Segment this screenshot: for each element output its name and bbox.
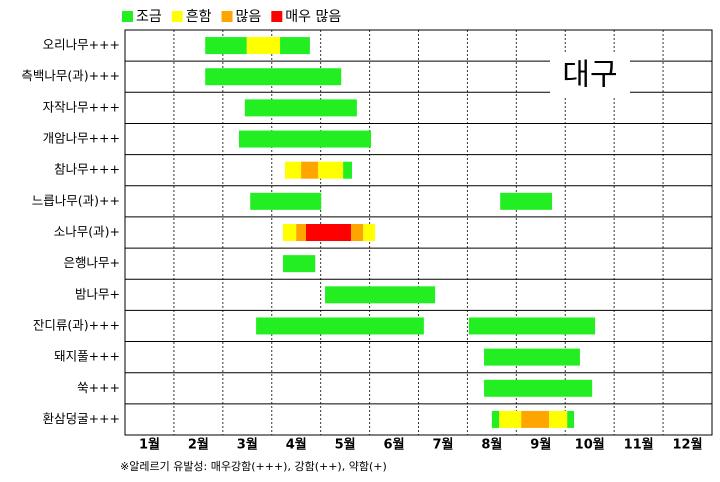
- legend-swatch: [221, 11, 233, 22]
- row-label: 밤나무+: [75, 286, 120, 301]
- bar-segment: [549, 410, 568, 428]
- bar-segment: [343, 161, 352, 179]
- plot-frame: [124, 29, 713, 436]
- bar-segment: [205, 68, 342, 86]
- bar-segment: [484, 348, 580, 366]
- footnote: ※알레르기 유발성: 매우강함(+++), 강함(++), 약함(+): [120, 459, 387, 473]
- x-tick-label: 11월: [624, 437, 654, 453]
- bar-segment: [468, 317, 596, 335]
- bar-segment: [256, 317, 424, 335]
- bar-segment: [499, 410, 522, 428]
- bar-segment: [350, 224, 364, 241]
- row-label: 잔디류(과)+++: [33, 317, 120, 332]
- x-tick-label: 3월: [237, 437, 258, 453]
- bar-segment: [246, 37, 281, 55]
- x-tick-label: 5월: [335, 437, 356, 453]
- x-tick-label: 10월: [575, 437, 605, 453]
- x-tick-label: 12월: [673, 437, 703, 453]
- x-tick-label: 8월: [481, 437, 502, 453]
- row-label: 참나무+++: [54, 162, 120, 177]
- row-label: 느릅나무(과)++: [32, 193, 120, 208]
- bar-segment: [484, 379, 593, 397]
- bar-segment: [250, 192, 322, 210]
- row-label: 소나무(과)+: [54, 224, 120, 239]
- bar-segment: [325, 286, 436, 304]
- bar-segment: [205, 37, 247, 55]
- bar-segment: [280, 37, 310, 55]
- bar-segment: [283, 224, 297, 241]
- annotation-box: [550, 52, 630, 98]
- bar-segment: [521, 410, 550, 428]
- bar-segment: [491, 410, 500, 428]
- bar-segment: [296, 224, 306, 241]
- legend-swatch: [271, 11, 283, 22]
- x-tick-label: 4월: [286, 437, 307, 453]
- legend-label: 흔함: [186, 9, 212, 25]
- row-label: 자작나무+++: [43, 99, 120, 114]
- row-label: 환삼덩굴+++: [43, 411, 120, 426]
- legend-label: 많음: [236, 9, 262, 25]
- x-tick-label: 6월: [384, 437, 405, 453]
- x-tick-label: 7월: [432, 437, 453, 453]
- bar-segment: [244, 99, 357, 117]
- bar-segment: [284, 161, 302, 179]
- bar-segment: [238, 130, 372, 148]
- row-label: 은행나무+: [64, 255, 120, 270]
- legend-swatch: [122, 11, 133, 22]
- annotation: 대구: [562, 58, 617, 93]
- bar-segment: [567, 410, 575, 428]
- legend-label: 매우 많음: [285, 9, 341, 25]
- row-label: 개암나무+++: [43, 131, 120, 146]
- bar-segment: [500, 192, 553, 210]
- row-label: 측백나무(과)+++: [21, 68, 120, 83]
- legend-label: 조금: [136, 9, 162, 25]
- x-tick-label: 2월: [188, 437, 209, 453]
- x-tick-label: 1월: [139, 437, 160, 453]
- bar-segment: [363, 224, 375, 241]
- legend-swatch: [171, 11, 183, 22]
- bar-segment: [301, 161, 319, 179]
- bar-segment: [318, 161, 344, 179]
- x-tick-label: 9월: [530, 437, 551, 453]
- bar-segment: [283, 255, 316, 273]
- bar-segment: [305, 224, 351, 241]
- row-label: 쑥+++: [77, 380, 120, 395]
- row-label: 돼지풀+++: [54, 349, 120, 364]
- row-label: 오리나무+++: [43, 37, 120, 52]
